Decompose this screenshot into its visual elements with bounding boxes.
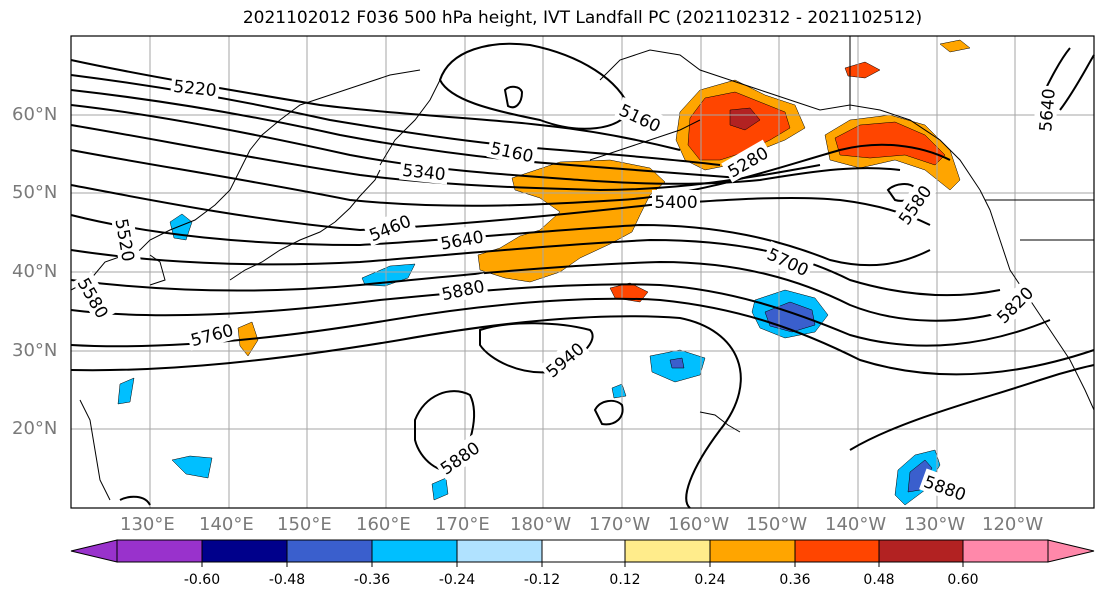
colorbar-tick-label: -0.60 xyxy=(183,572,221,588)
contour-label: 5640 xyxy=(1036,88,1060,133)
coastline-canada-border xyxy=(849,36,1094,241)
colorbar-extend-low xyxy=(70,539,118,563)
coastline-taiwan-phil xyxy=(79,399,111,501)
contour-line xyxy=(70,143,951,207)
colorbar-segment xyxy=(456,539,543,563)
contour-line xyxy=(849,364,1095,451)
longitude-label: 160°E xyxy=(356,514,411,535)
contour-line xyxy=(70,124,821,192)
contour-line xyxy=(119,495,151,506)
contour-line xyxy=(503,85,524,109)
contour-line xyxy=(70,104,901,185)
colorbar-segment xyxy=(116,539,203,563)
ivt-positive-region xyxy=(939,39,971,53)
height-contours xyxy=(70,42,1095,509)
map-frame xyxy=(70,35,1095,509)
contour-line xyxy=(70,283,1051,347)
longitude-label: 130°E xyxy=(120,514,175,535)
colorbar-segment xyxy=(624,539,711,563)
ivt-negative-region xyxy=(669,357,685,369)
colorbar-tick-label: -0.36 xyxy=(353,572,391,588)
ivt-positive-region xyxy=(844,61,881,79)
contour-line xyxy=(70,89,741,179)
contour-label: 5340 xyxy=(401,161,446,185)
coastline-japan xyxy=(229,221,336,281)
contour-label: 5220 xyxy=(172,77,217,101)
latitude-label: 20°N xyxy=(12,418,58,439)
colorbar-segment xyxy=(201,539,288,563)
coastline-alaska xyxy=(599,49,981,191)
colorbar-extend-high xyxy=(1047,539,1095,563)
colorbar xyxy=(70,539,1095,567)
coastline-hawaii xyxy=(699,411,741,433)
contour-line xyxy=(70,184,931,232)
longitude-label: 150°E xyxy=(277,514,332,535)
colorbar-tick-label: 0.60 xyxy=(947,572,979,588)
colorbar-segment xyxy=(371,539,458,563)
colorbar-tick-label: 0.24 xyxy=(694,572,726,588)
ivt-negative-region xyxy=(431,477,449,501)
colorbar-tick-label: -0.12 xyxy=(523,572,561,588)
contour-line xyxy=(593,399,624,426)
latitude-label: 60°N xyxy=(12,104,58,125)
latitude-label: 40°N xyxy=(12,261,58,282)
coastline-kamchatka xyxy=(379,79,441,166)
contour-line xyxy=(70,214,931,267)
latitude-label: 30°N xyxy=(12,340,58,361)
contour-label: 5400 xyxy=(654,193,697,213)
contour-line xyxy=(414,390,476,472)
contour-line xyxy=(1059,54,1095,111)
colorbar-tick-label: 0.12 xyxy=(609,572,641,588)
contour-line xyxy=(70,297,1095,376)
colorbar-tick-label: -0.48 xyxy=(268,572,306,588)
colorbar-tick-label: -0.24 xyxy=(438,572,476,588)
colorbar-segment xyxy=(541,539,626,563)
ivt-strong-region xyxy=(834,121,946,166)
longitude-label: 150°W xyxy=(746,514,808,535)
colorbar-tick-label: 0.48 xyxy=(863,572,895,588)
colorbar-segment xyxy=(794,539,880,563)
colorbar-segment xyxy=(878,539,964,563)
longitude-label: 140°W xyxy=(825,514,887,535)
contour-line xyxy=(70,238,1001,297)
colorbar-segment xyxy=(709,539,796,563)
map-title: 2021102012 F036 500 hPa height, IVT Land… xyxy=(242,8,923,28)
longitude-label: 180°W xyxy=(510,514,572,535)
colorbar-tick-label: 0.36 xyxy=(779,572,811,588)
longitude-label: 170°W xyxy=(589,514,651,535)
coastline-korea xyxy=(149,254,166,286)
contour-line xyxy=(70,315,742,509)
contour-line xyxy=(70,260,1011,322)
ivt-negative-region xyxy=(117,377,135,405)
longitude-label: 170°E xyxy=(435,514,490,535)
longitude-label: 140°E xyxy=(199,514,254,535)
colorbar-segment xyxy=(962,539,1049,563)
longitude-label: 120°W xyxy=(982,514,1044,535)
longitude-label: 160°W xyxy=(668,514,730,535)
ivt-strong-region xyxy=(729,107,761,131)
colorbar-segment xyxy=(286,539,373,563)
ivt-negative-region xyxy=(171,455,213,479)
latitude-label: 50°N xyxy=(12,182,58,203)
longitude-label: 130°W xyxy=(904,514,966,535)
